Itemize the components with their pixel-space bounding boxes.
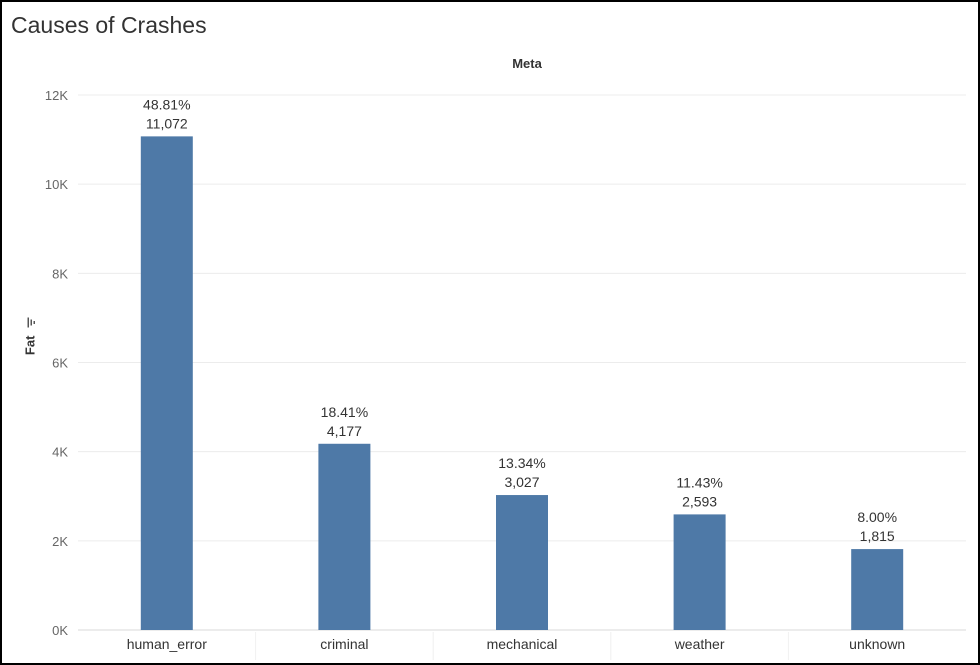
column-header: Meta	[512, 56, 542, 71]
x-tick-label: criminal	[320, 636, 368, 652]
y-tick-label: 4K	[52, 445, 68, 460]
bar[interactable]	[496, 495, 548, 630]
bar-percent-label: 8.00%	[857, 509, 897, 525]
chart-title: Causes of Crashes	[11, 12, 207, 38]
y-axis-label[interactable]: Fat	[23, 307, 38, 367]
bar-value-label: 4,177	[327, 423, 362, 439]
bar[interactable]	[851, 549, 904, 630]
y-tick-label: 6K	[52, 356, 68, 371]
y-tick-label: 8K	[52, 266, 68, 281]
x-tick-label: weather	[674, 636, 725, 652]
x-tick-label: unknown	[849, 636, 905, 652]
y-tick-label: 10K	[45, 177, 68, 192]
bar-value-label: 1,815	[860, 528, 895, 544]
bar-percent-label: 48.81%	[143, 96, 190, 112]
bar[interactable]	[673, 514, 726, 630]
x-tick-label: mechanical	[487, 636, 558, 652]
bar[interactable]	[318, 443, 371, 630]
y-tick-label: 2K	[52, 534, 68, 549]
y-tick-label: 0K	[52, 623, 68, 638]
y-tick-label: 12K	[45, 88, 68, 103]
sort-descending-icon[interactable]	[27, 317, 36, 328]
bar-percent-label: 18.41%	[321, 404, 368, 420]
y-axis-label-group: Fat	[20, 317, 40, 367]
x-tick-label: human_error	[127, 636, 207, 652]
bar-value-label: 11,072	[146, 115, 188, 131]
bar[interactable]	[140, 136, 193, 630]
bar-percent-label: 11.43%	[676, 474, 722, 490]
bar-percent-label: 13.34%	[498, 455, 545, 471]
bar-value-label: 3,027	[504, 474, 539, 490]
bar-value-label: 2,593	[682, 493, 717, 509]
